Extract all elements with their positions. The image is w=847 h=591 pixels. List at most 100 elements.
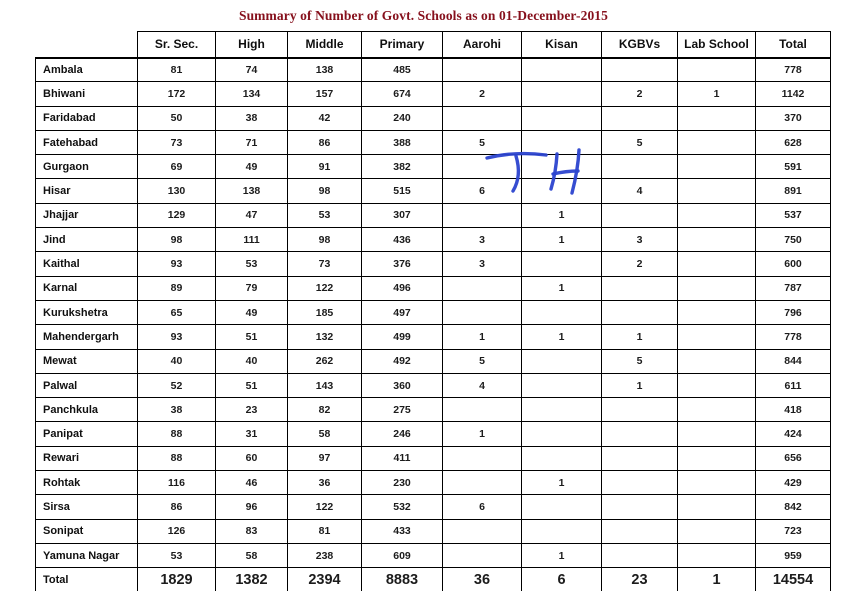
value-cell: 429	[755, 470, 831, 496]
value-cell: 240	[361, 105, 443, 131]
value-cell	[677, 202, 756, 229]
value-cell	[601, 494, 678, 520]
column-header: High	[215, 31, 288, 58]
value-cell	[601, 518, 678, 544]
table-row: Kurukshetra 65 49 185 497 796	[35, 299, 831, 326]
table-row: Mahendergarh 93 51 132 499 1 1 1 778	[35, 324, 831, 350]
value-cell	[677, 542, 756, 569]
value-cell: 122	[287, 275, 362, 301]
table-row: Panchkula 38 23 82 275 418	[35, 397, 831, 423]
value-cell	[677, 178, 756, 204]
value-cell: 275	[361, 397, 443, 423]
value-cell: 844	[755, 348, 831, 374]
district-cell: Panchkula	[35, 397, 138, 423]
value-cell	[601, 421, 678, 447]
value-cell: 1	[442, 421, 522, 447]
value-cell: 3	[442, 227, 522, 253]
value-cell: 600	[755, 251, 831, 277]
value-cell: 74	[215, 56, 288, 83]
table-body: Ambala 81 74 138 485 778 Bhiwani 172 134 157 674 2 2…	[35, 56, 831, 591]
value-cell: 411	[361, 445, 443, 472]
value-cell: 1	[677, 81, 756, 107]
value-cell: 65	[137, 299, 216, 326]
value-cell: 53	[137, 542, 216, 569]
value-cell: 1	[521, 470, 602, 496]
value-cell: 111	[215, 227, 288, 253]
value-cell: 50	[137, 105, 216, 131]
value-cell	[442, 299, 522, 326]
value-cell: 5	[442, 129, 522, 156]
total-row: Total 1829 1382 2394 8883 36 6 23 1 14554	[35, 567, 831, 591]
value-cell	[521, 445, 602, 472]
value-cell: 778	[755, 56, 831, 83]
value-cell	[677, 518, 756, 544]
value-cell: 1	[521, 542, 602, 569]
value-cell: 1	[442, 324, 522, 350]
value-cell	[601, 105, 678, 131]
district-cell: Jhajjar	[35, 202, 138, 229]
column-header: Lab School	[677, 31, 756, 58]
column-header: Total	[755, 31, 831, 58]
table-row: Jhajjar 129 47 53 307 1 537	[35, 202, 831, 229]
value-cell: 6	[442, 178, 522, 204]
value-cell: 750	[755, 227, 831, 253]
value-cell	[521, 178, 602, 204]
value-cell: 98	[287, 178, 362, 204]
table-row: Gurgaon 69 49 91 382 591	[35, 154, 831, 180]
value-cell	[521, 81, 602, 107]
value-cell: 36	[442, 567, 522, 591]
value-cell	[442, 105, 522, 131]
value-cell: 1	[521, 202, 602, 229]
table-row: Yamuna Nagar 53 58 238 609 1 959	[35, 542, 831, 569]
value-cell	[521, 105, 602, 131]
value-cell: 6	[442, 494, 522, 520]
value-cell: 1	[601, 372, 678, 399]
value-cell: 230	[361, 470, 443, 496]
corner-blank-cell	[36, 32, 138, 58]
district-cell: Ambala	[35, 56, 138, 83]
value-cell	[677, 494, 756, 520]
value-cell: 88	[137, 421, 216, 447]
district-cell: Yamuna Nagar	[35, 542, 138, 569]
district-cell: Kaithal	[35, 251, 138, 277]
value-cell: 262	[287, 348, 362, 374]
value-cell: 246	[361, 421, 443, 447]
value-cell	[601, 202, 678, 229]
value-cell: 31	[215, 421, 288, 447]
value-cell: 496	[361, 275, 443, 301]
district-cell: Total	[35, 567, 138, 591]
value-cell: 157	[287, 81, 362, 107]
value-cell: 4	[442, 372, 522, 399]
value-cell: 360	[361, 372, 443, 399]
value-cell: 82	[287, 397, 362, 423]
district-cell: Sonipat	[35, 518, 138, 544]
value-cell: 611	[755, 372, 831, 399]
value-cell: 58	[215, 542, 288, 569]
district-cell: Bhiwani	[35, 81, 138, 107]
value-cell: 98	[137, 227, 216, 253]
value-cell	[677, 421, 756, 447]
value-cell: 8883	[361, 567, 443, 591]
value-cell: 497	[361, 299, 443, 326]
value-cell: 86	[137, 494, 216, 520]
column-header: Kisan	[521, 31, 602, 58]
column-header: Middle	[287, 31, 362, 58]
value-cell	[442, 445, 522, 472]
value-cell: 656	[755, 445, 831, 472]
value-cell: 86	[287, 129, 362, 156]
value-cell: 97	[287, 445, 362, 472]
value-cell: 73	[287, 251, 362, 277]
value-cell: 51	[215, 324, 288, 350]
value-cell: 14554	[755, 567, 831, 591]
value-cell: 40	[137, 348, 216, 374]
table-row: Fatehabad 73 71 86 388 5 5 628	[35, 129, 831, 156]
value-cell: 122	[287, 494, 362, 520]
table-row: Jind 98 111 98 436 3 1 3 750	[35, 227, 831, 253]
value-cell	[521, 56, 602, 83]
value-cell: 96	[215, 494, 288, 520]
value-cell: 36	[287, 470, 362, 496]
value-cell: 5	[442, 348, 522, 374]
table-row: Bhiwani 172 134 157 674 2 2 1 1142	[35, 81, 831, 107]
value-cell	[601, 154, 678, 180]
table-row: Kaithal 93 53 73 376 3 2 600	[35, 251, 831, 277]
